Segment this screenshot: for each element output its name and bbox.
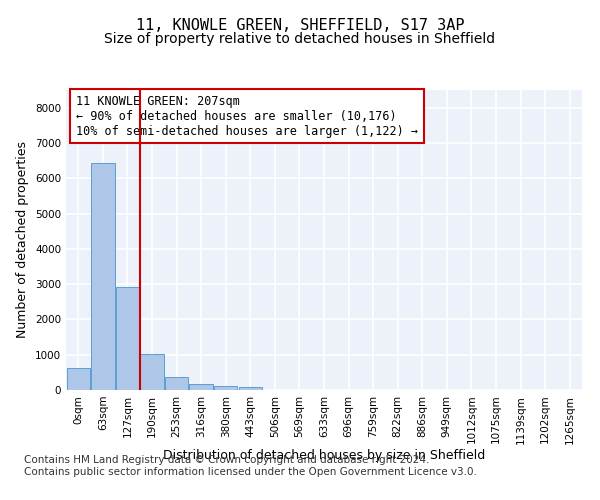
Bar	[116, 287, 139, 390]
Text: 11 KNOWLE GREEN: 207sqm
← 90% of detached houses are smaller (10,176)
10% of sem: 11 KNOWLE GREEN: 207sqm ← 90% of detache…	[76, 94, 418, 138]
Text: 11, KNOWLE GREEN, SHEFFIELD, S17 3AP: 11, KNOWLE GREEN, SHEFFIELD, S17 3AP	[136, 18, 464, 32]
X-axis label: Distribution of detached houses by size in Sheffield: Distribution of detached houses by size …	[163, 449, 485, 462]
Bar	[67, 368, 90, 390]
Bar	[214, 386, 238, 390]
Bar	[140, 354, 164, 390]
Y-axis label: Number of detached properties: Number of detached properties	[16, 142, 29, 338]
Bar	[165, 376, 188, 390]
Bar	[91, 163, 115, 390]
Bar	[190, 384, 213, 390]
Text: Contains HM Land Registry data © Crown copyright and database right 2024.
Contai: Contains HM Land Registry data © Crown c…	[24, 455, 477, 476]
Bar	[239, 387, 262, 390]
Text: Size of property relative to detached houses in Sheffield: Size of property relative to detached ho…	[104, 32, 496, 46]
